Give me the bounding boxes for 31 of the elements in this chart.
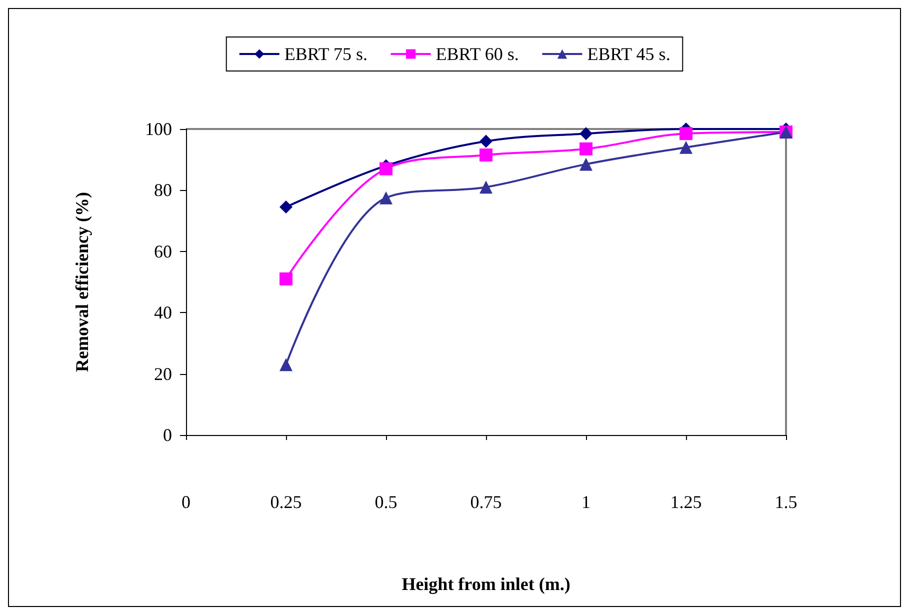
x-tick-label: 0.5 — [374, 492, 398, 512]
x-tick-label: 1.25 — [670, 492, 702, 512]
point — [680, 140, 692, 154]
y-tick-label: 40 — [154, 302, 172, 323]
point — [480, 134, 492, 148]
point — [280, 272, 292, 286]
y-tick-label: 0 — [163, 425, 172, 445]
point — [580, 127, 592, 140]
point — [380, 162, 392, 176]
y-tick-label: 60 — [154, 241, 172, 262]
y-axis-title: Removal efficiency (%) — [72, 192, 92, 372]
x-tick-label: 0.75 — [470, 492, 502, 512]
point — [680, 127, 692, 140]
legend-label: EBRT 60 s. — [436, 44, 519, 64]
point — [580, 158, 592, 171]
point — [280, 200, 292, 214]
x-axis-title: Height from inlet (m.) — [402, 574, 570, 594]
legend-label: EBRT 75 s. — [284, 44, 368, 64]
y-tick-label: 80 — [154, 180, 172, 200]
x-tick-label: 0.25 — [270, 492, 302, 512]
x-tick-label: 0 — [182, 492, 190, 512]
y-tick-label: 100 — [145, 119, 172, 139]
x-tick-label: 1 — [582, 492, 590, 512]
legend-label: EBRT 45 s. — [587, 44, 670, 64]
x-tick-label: 1.5 — [774, 492, 798, 512]
y-tick-label: 20 — [154, 364, 172, 384]
point — [480, 148, 492, 162]
point — [280, 358, 292, 372]
point — [380, 191, 392, 204]
point — [580, 142, 592, 156]
point — [480, 180, 492, 194]
